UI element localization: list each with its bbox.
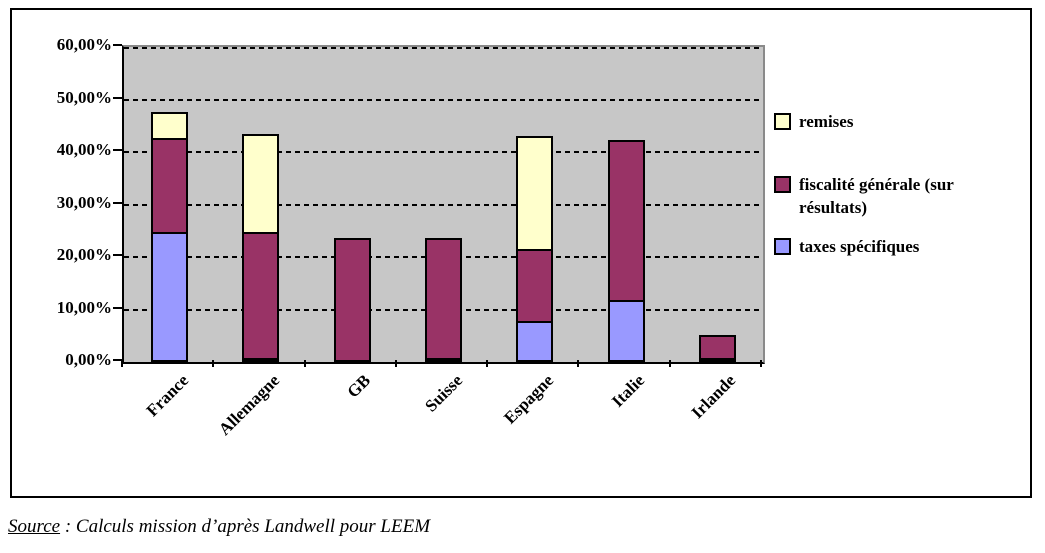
source-caption-text: : Calculs mission d’après Landwell pour …	[60, 516, 431, 537]
y-tick-mark	[113, 149, 122, 151]
y-tick-label: 50,00%	[56, 87, 112, 107]
stacked-bar-allemagne	[242, 134, 280, 362]
source-caption: Source : Calculs mission d’après Landwel…	[8, 516, 430, 538]
x-tick-mark	[121, 360, 123, 367]
legend-label: remises	[799, 112, 854, 131]
legend-item-remises: remises	[774, 110, 853, 133]
legend-item-fiscalite-generale: fiscalité générale (sur résultats)	[774, 173, 1002, 219]
fiscalite-generale-swatch-icon	[774, 176, 791, 193]
plot-area	[122, 45, 765, 364]
x-category-label-irlande: Irlande	[687, 370, 740, 423]
remises-swatch-icon	[774, 113, 791, 130]
gridline	[124, 47, 763, 49]
bar-segment	[516, 136, 554, 252]
bar-segment	[516, 249, 554, 323]
legend-label: fiscalité générale (sur résultats)	[799, 175, 954, 217]
x-tick-mark	[212, 360, 215, 367]
y-tick-mark	[113, 254, 122, 256]
y-tick-label: 60,00%	[56, 35, 112, 54]
bar-segment	[151, 231, 189, 362]
y-tick-mark	[113, 201, 122, 204]
y-tick-label: 30,00%	[56, 192, 112, 212]
bar-segment	[151, 137, 189, 234]
gridline	[124, 151, 763, 153]
bar-segment	[425, 358, 462, 362]
stacked-bar-suisse	[425, 238, 462, 362]
x-tick-mark	[303, 360, 306, 367]
bar-segment	[425, 238, 462, 360]
stacked-bar-gb	[333, 238, 371, 362]
bar-segment	[516, 320, 554, 362]
bar-segment	[698, 335, 736, 360]
bar-segment	[242, 232, 280, 360]
legend-item-taxes-specifiques: taxes spécifiques	[774, 235, 919, 258]
bar-segment	[242, 358, 280, 362]
y-tick-mark	[113, 96, 122, 99]
taxes-specifiques-swatch-icon	[774, 238, 791, 255]
bar-segment	[607, 140, 645, 302]
bar-segment	[698, 358, 736, 362]
bar-segment	[333, 238, 371, 362]
stacked-bar-espagne	[516, 136, 554, 362]
chart-frame: 60,00% 50,00% 40,00% 30,00% 20,00% 10,00% 0,00…	[10, 8, 1032, 498]
y-tick-mark	[113, 359, 122, 361]
y-tick-label: 10,00%	[56, 297, 112, 317]
bar-segment	[151, 111, 189, 140]
x-tick-mark	[577, 360, 580, 367]
legend-label: taxes spécifiques	[799, 237, 920, 256]
stacked-bar-france	[151, 111, 189, 362]
stacked-bar-irlande	[698, 335, 736, 362]
y-tick-mark	[113, 306, 122, 309]
stacked-bar-italie	[607, 140, 645, 362]
gridline	[124, 98, 763, 101]
x-tick-mark	[486, 360, 489, 367]
x-tick-mark	[394, 360, 397, 367]
x-tick-mark	[760, 360, 762, 367]
x-tick-mark	[668, 360, 671, 367]
y-tick-mark	[113, 44, 122, 46]
source-caption-label: Source	[8, 516, 61, 537]
gridline	[124, 203, 763, 206]
bar-segment	[242, 134, 280, 235]
bar-segment	[607, 299, 645, 362]
y-tick-label: 40,00%	[56, 140, 112, 159]
y-tick-label: 0,00%	[65, 350, 112, 369]
y-tick-label: 20,00%	[56, 245, 112, 264]
